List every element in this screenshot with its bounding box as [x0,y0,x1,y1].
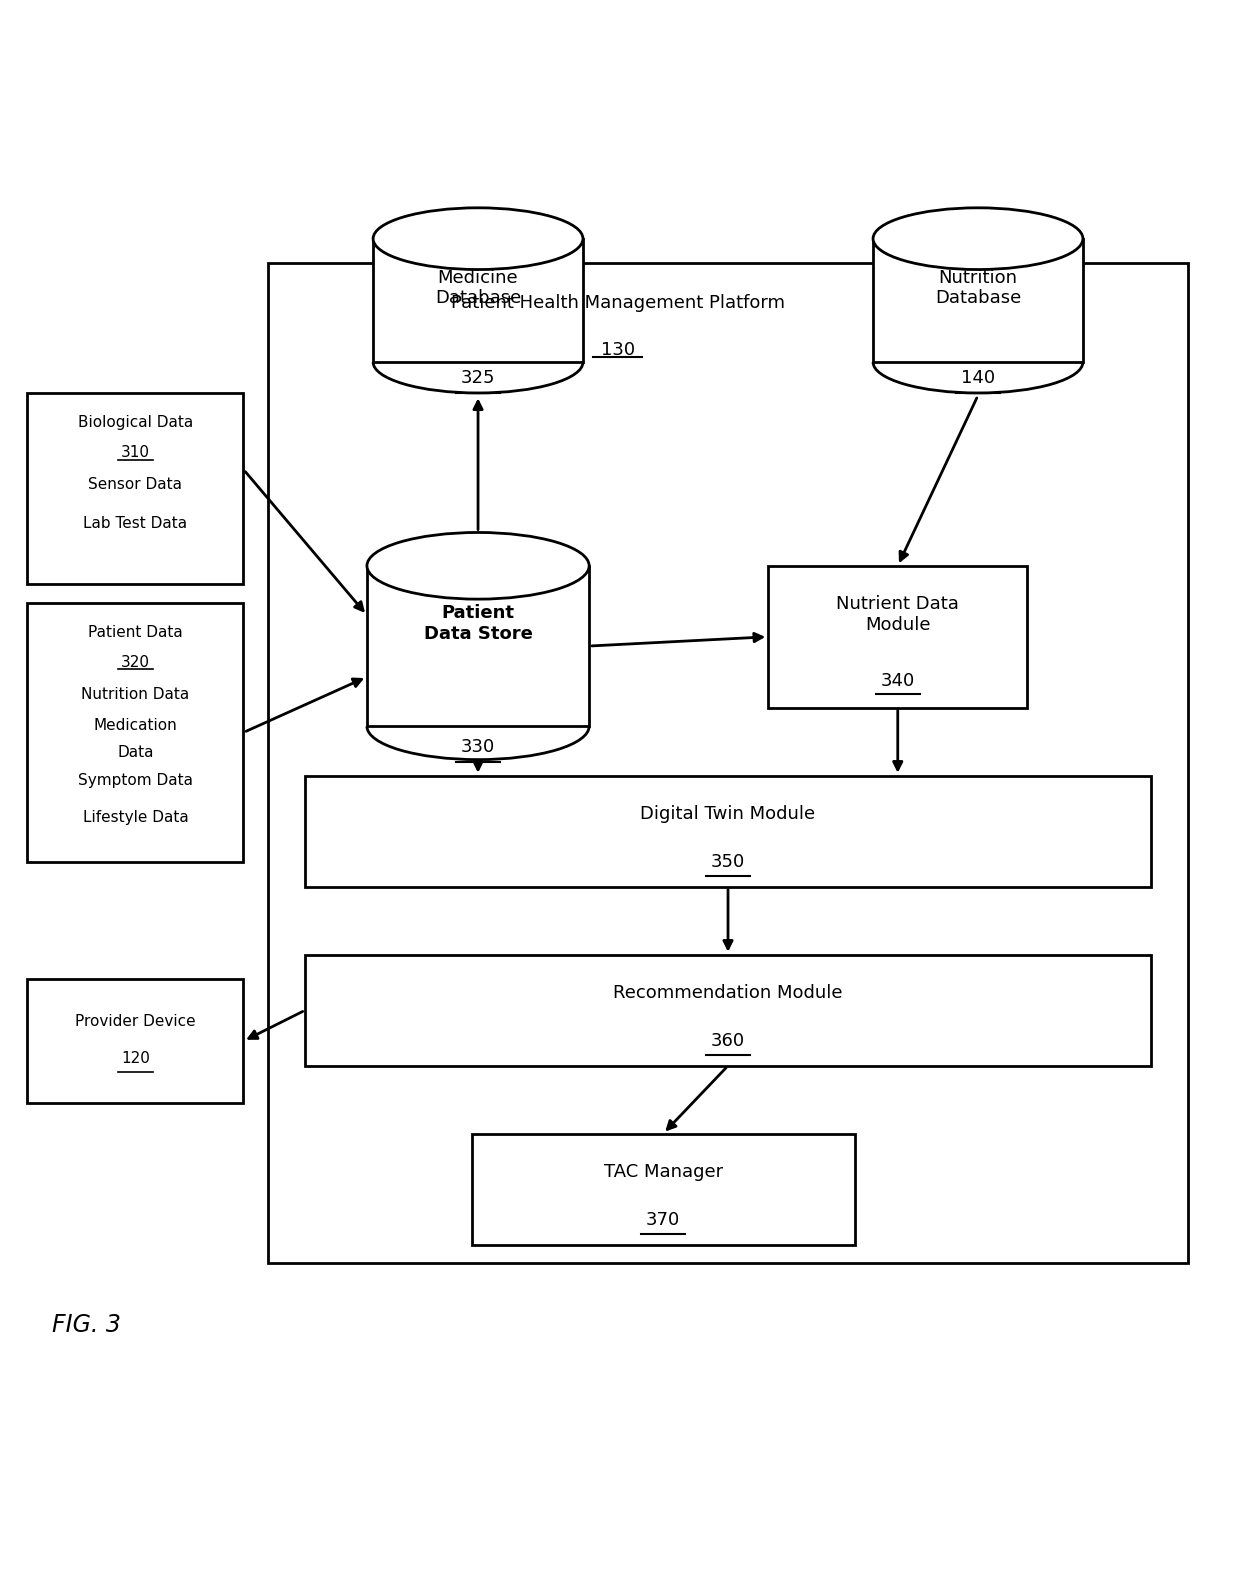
Text: Symptom Data: Symptom Data [78,774,193,788]
Text: FIG. 3: FIG. 3 [52,1313,122,1336]
Text: 140: 140 [961,369,994,388]
Text: Nutrition Data: Nutrition Data [82,687,190,701]
Text: Lifestyle Data: Lifestyle Data [83,810,188,826]
Text: 360: 360 [711,1032,745,1050]
Polygon shape [373,238,583,362]
Ellipse shape [373,208,583,269]
Polygon shape [873,238,1083,362]
Text: Medication: Medication [93,717,177,733]
Bar [27,392,243,585]
Text: 330: 330 [461,738,495,756]
Ellipse shape [873,208,1083,269]
Text: Nutrition
Database: Nutrition Database [935,268,1021,307]
Text: Data: Data [118,745,154,760]
Bar [768,566,1028,708]
Text: 340: 340 [880,671,915,690]
Text: 325: 325 [461,369,495,388]
Bar [305,955,1151,1065]
Text: Sensor Data: Sensor Data [88,478,182,492]
Ellipse shape [367,533,589,599]
Bar [268,263,1188,1264]
Text: Patient Data: Patient Data [88,626,182,640]
Text: Nutrient Data
Module: Nutrient Data Module [836,596,960,634]
Text: Recommendation Module: Recommendation Module [614,983,843,1002]
Text: TAC Manager: TAC Manager [604,1163,723,1180]
Bar [27,604,243,862]
Text: 320: 320 [122,654,150,670]
Text: Medicine
Database: Medicine Database [435,268,521,307]
Text: Digital Twin Module: Digital Twin Module [640,805,816,823]
Text: Patient
Data Store: Patient Data Store [424,605,532,643]
Text: 350: 350 [711,853,745,872]
Text: Biological Data: Biological Data [78,414,193,430]
Text: 370: 370 [646,1210,681,1229]
Text: Patient Health Management Platform: Patient Health Management Platform [450,295,785,312]
Text: 130: 130 [600,340,635,359]
Text: Lab Test Data: Lab Test Data [83,517,187,531]
Bar [27,979,243,1103]
Text: Provider Device: Provider Device [76,1013,196,1029]
Bar [472,1133,854,1245]
Polygon shape [367,566,589,727]
Bar [305,775,1151,887]
Text: 310: 310 [122,444,150,460]
Text: 120: 120 [122,1051,150,1065]
